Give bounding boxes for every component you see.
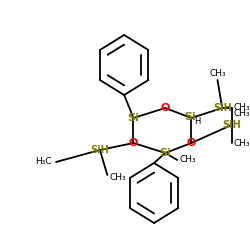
Text: SiH: SiH: [90, 145, 109, 155]
Text: CH₃: CH₃: [109, 174, 126, 182]
Text: SiH: SiH: [222, 120, 241, 130]
Text: Si: Si: [159, 148, 171, 158]
Text: O: O: [187, 138, 196, 148]
Text: O: O: [129, 138, 138, 148]
Text: CH₃: CH₃: [234, 104, 250, 112]
Text: CH₃: CH₃: [209, 69, 226, 78]
Text: CH₃: CH₃: [234, 108, 250, 118]
Text: SiH: SiH: [213, 103, 232, 113]
Text: Si: Si: [184, 112, 196, 122]
Text: H₃C: H₃C: [35, 158, 51, 166]
Text: O: O: [160, 103, 170, 113]
Text: CH₃: CH₃: [179, 156, 196, 164]
Text: H: H: [194, 118, 200, 126]
Text: Si: Si: [128, 113, 139, 123]
Text: CH₃: CH₃: [234, 138, 250, 147]
